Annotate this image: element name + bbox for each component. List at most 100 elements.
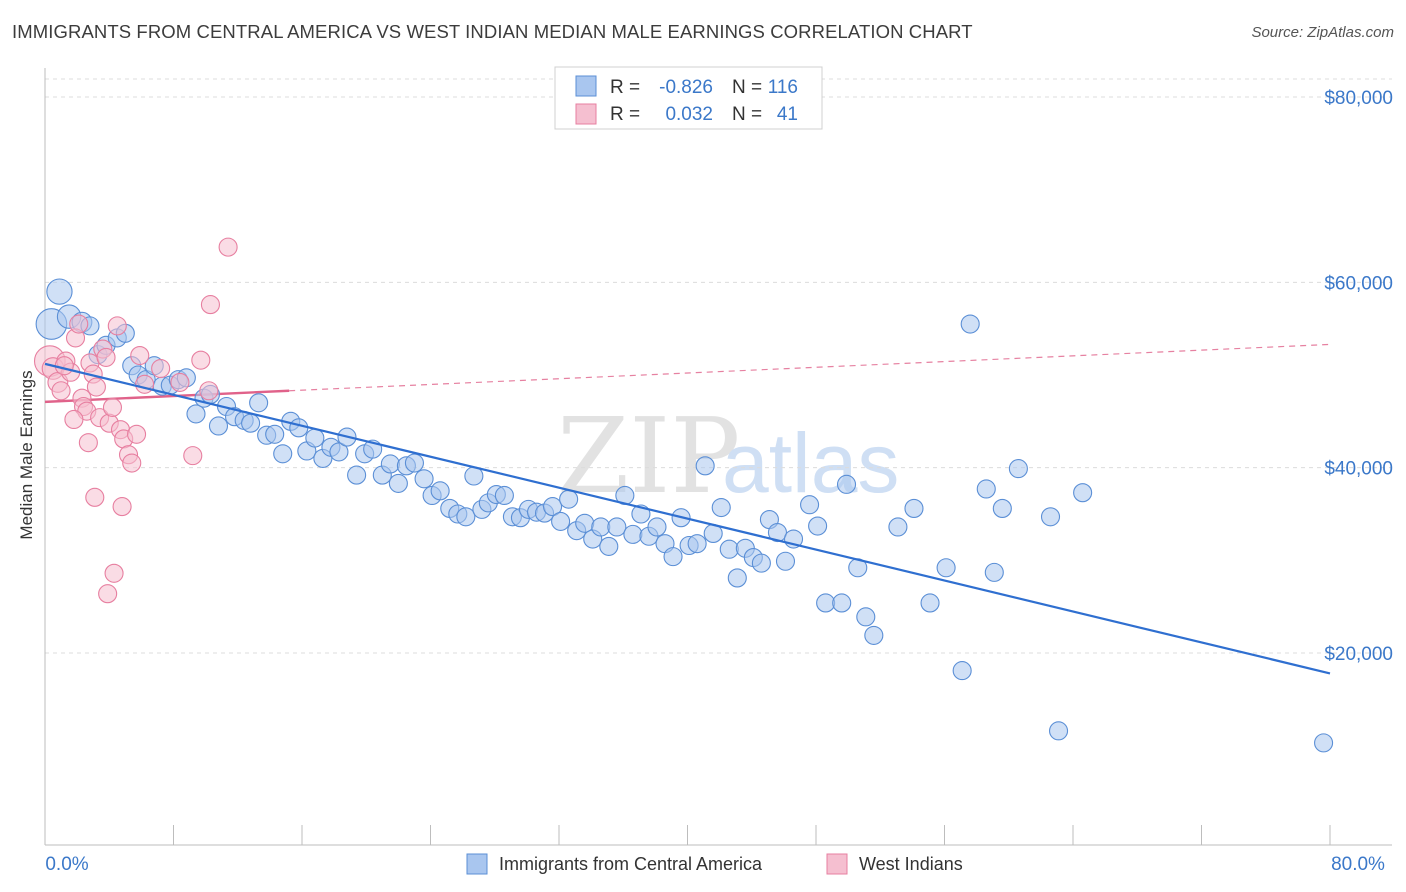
central-america-point (273, 444, 293, 464)
central-america-point (800, 495, 820, 515)
central-america-point (414, 469, 434, 489)
legend-r-label-1: R = (610, 77, 640, 98)
legend-swatch-pink (575, 103, 597, 125)
central-america-point (265, 424, 285, 444)
central-america-point (289, 418, 309, 438)
central-america-point (687, 534, 707, 554)
central-america-point (388, 473, 408, 493)
central-america-point (647, 517, 667, 537)
west-indian-point (170, 372, 190, 392)
central-america-point (241, 413, 261, 433)
bottom-legend-swatch-blue (466, 853, 488, 875)
central-america-point (727, 568, 747, 588)
west-indian-point (96, 347, 116, 367)
central-america-point (623, 524, 643, 544)
central-america-point (832, 593, 852, 613)
central-america-point (1314, 733, 1334, 753)
bottom-legend-label-blue: Immigrants from Central America (499, 854, 763, 874)
central-america-point (751, 553, 771, 573)
watermark-atlas: atlas (722, 416, 899, 510)
central-america-point (186, 404, 206, 424)
central-america-point (607, 517, 627, 537)
central-america-point (208, 416, 229, 436)
west-indian-point (127, 424, 147, 444)
central-america-point (960, 314, 980, 334)
central-america-point (952, 661, 972, 681)
trend-line-blue (44, 362, 1331, 675)
grid-lines (45, 78, 1392, 654)
chart-source: Source: ZipAtlas.com (1251, 24, 1394, 41)
central-america-point (936, 558, 956, 578)
trend-west-indians (44, 343, 1331, 404)
central-america-point (719, 539, 739, 559)
central-america-point (599, 536, 619, 556)
central-america-point (305, 428, 325, 448)
central-america-point (404, 453, 424, 473)
central-america-point (347, 465, 367, 485)
central-america-point (856, 607, 876, 627)
central-america-point (380, 454, 400, 474)
central-america-point (864, 625, 884, 645)
y-tick-labels: $20,000 $40,000 $60,000 $80,000 (1324, 88, 1393, 665)
west-indian-point (122, 453, 142, 473)
legend-swatch-blue (575, 75, 597, 97)
central-america-point (456, 507, 476, 527)
west-indian-point (69, 314, 89, 334)
legend-r-value-1: -0.826 (659, 77, 713, 98)
west-indian-point (107, 316, 127, 336)
y-tick-label-80000: $80,000 (1324, 88, 1393, 109)
trend-line-pink-dashed (289, 343, 1331, 392)
west-indian-point (130, 345, 150, 366)
west-indian-point (218, 237, 238, 257)
y-tick-label-20000: $20,000 (1324, 644, 1393, 665)
central-america-point (711, 497, 731, 518)
central-america-point (559, 489, 579, 509)
watermark-zip: ZIP (557, 395, 740, 517)
west-indian-point (183, 446, 203, 466)
west-indian-point (98, 584, 118, 604)
west-indian-point (191, 350, 211, 370)
legend-r-value-2: 0.032 (665, 104, 713, 125)
central-america-point (904, 498, 924, 518)
x-tick-label-max: 80.0% (1331, 854, 1385, 875)
central-america-point (329, 442, 349, 462)
y-tick-label-60000: $60,000 (1324, 273, 1393, 294)
west-indian-point (200, 295, 220, 315)
central-america-point (992, 498, 1012, 518)
central-america-point (575, 513, 595, 533)
legend-box (554, 66, 823, 130)
west-indian-point (64, 409, 84, 430)
series-west-indians (33, 237, 238, 604)
legend-n-value-2: 41 (777, 104, 798, 125)
central-america-point (808, 516, 828, 536)
west-indian-point (151, 358, 171, 379)
y-tick-label-40000: $40,000 (1324, 459, 1393, 480)
central-america-point (663, 547, 683, 567)
central-america-point (775, 551, 796, 571)
west-indian-point (199, 381, 219, 401)
west-indian-point (51, 381, 71, 401)
central-america-point (695, 456, 715, 476)
central-america-point (836, 474, 857, 494)
central-america-point (551, 511, 571, 531)
west-indian-point (86, 377, 106, 397)
central-america-point (984, 562, 1004, 582)
central-america-point (494, 485, 514, 506)
watermark: ZIP atlas (557, 395, 899, 517)
x-tick-label-min: 0.0% (45, 854, 88, 875)
central-america-point (920, 593, 940, 613)
bottom-legend-swatch-pink (826, 853, 848, 875)
central-america-point (888, 517, 908, 537)
trend-immigrants-central-america (44, 362, 1331, 675)
axes (44, 68, 1392, 846)
west-indian-point (112, 497, 132, 517)
central-america-point (976, 479, 996, 499)
legend-n-label-1: N = (732, 77, 762, 98)
chart-title: IMMIGRANTS FROM CENTRAL AMERICA VS WEST … (12, 21, 973, 42)
west-indian-point (102, 397, 123, 417)
y-axis-label: Median Male Earnings (17, 370, 36, 539)
central-america-point (46, 278, 73, 305)
central-america-point (1073, 483, 1093, 503)
central-america-point (1008, 459, 1028, 479)
